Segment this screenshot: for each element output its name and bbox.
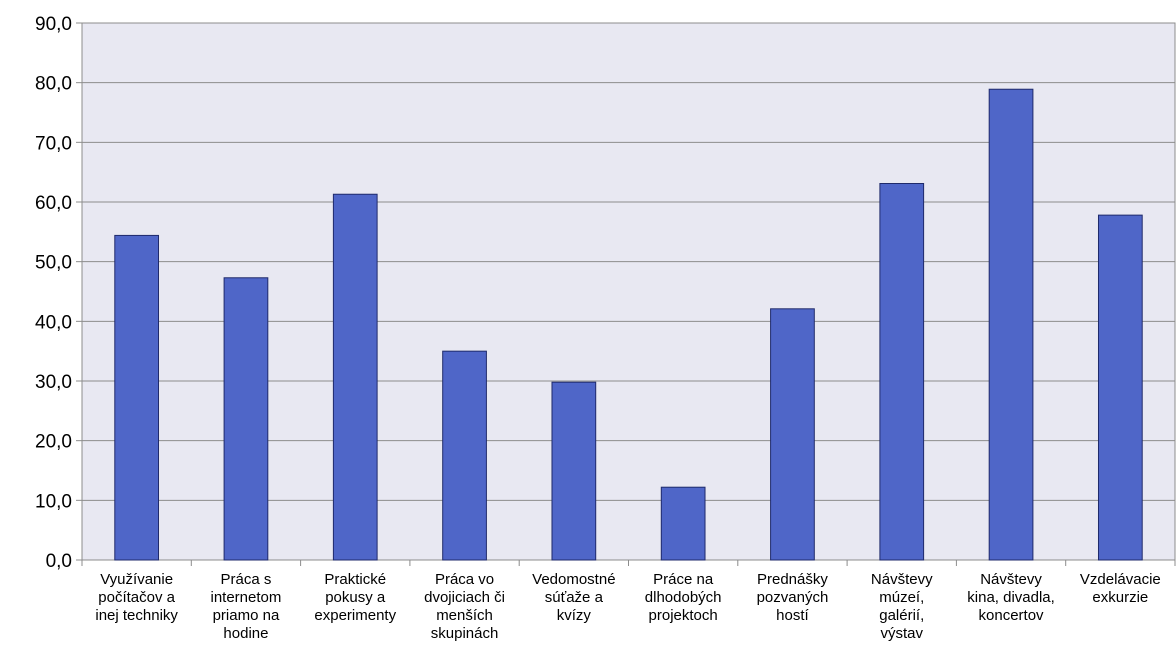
- bar: [332, 193, 378, 561]
- bar: [660, 486, 706, 561]
- x-tick-label: Práca vo dvojiciach či menších skupinách: [424, 571, 505, 642]
- bar: [770, 308, 815, 561]
- y-tick-label: 70,0: [35, 133, 72, 154]
- x-tick-label: Prednášky pozvaných hostí: [757, 571, 829, 624]
- bar: [223, 277, 269, 561]
- bar: [879, 183, 925, 561]
- y-tick-label: 60,0: [35, 193, 72, 214]
- x-tick-label: Vedomostné súťaže a kvízy: [532, 571, 615, 624]
- x-tick-label: Návštevy múzeí, galérií, výstav: [871, 571, 933, 642]
- x-tick-label: Vzdelávacie exkurzie: [1080, 571, 1161, 606]
- bar: [114, 234, 160, 561]
- y-tick-label: 40,0: [35, 312, 72, 333]
- bar: [551, 381, 597, 561]
- y-tick-label: 90,0: [35, 14, 72, 35]
- y-tick-label: 20,0: [35, 432, 72, 453]
- bar: [442, 350, 487, 561]
- x-tick-label: Práca s internetom priamo na hodine: [211, 571, 282, 642]
- x-tick-label: Práce na dlhodobých projektoch: [645, 571, 722, 624]
- x-tick-label: Praktické pokusy a experimenty: [314, 571, 396, 624]
- x-tick-label: Využívanie počítačov a inej techniky: [95, 571, 178, 624]
- x-tick-label: Návštevy kina, divadla, koncertov: [967, 571, 1055, 624]
- y-tick-label: 80,0: [35, 74, 72, 95]
- y-tick-label: 10,0: [35, 491, 72, 512]
- y-tick-label: 0,0: [46, 551, 72, 572]
- y-tick-label: 50,0: [35, 253, 72, 274]
- bar: [988, 88, 1034, 561]
- y-tick-label: 30,0: [35, 372, 72, 393]
- bar: [1097, 214, 1143, 561]
